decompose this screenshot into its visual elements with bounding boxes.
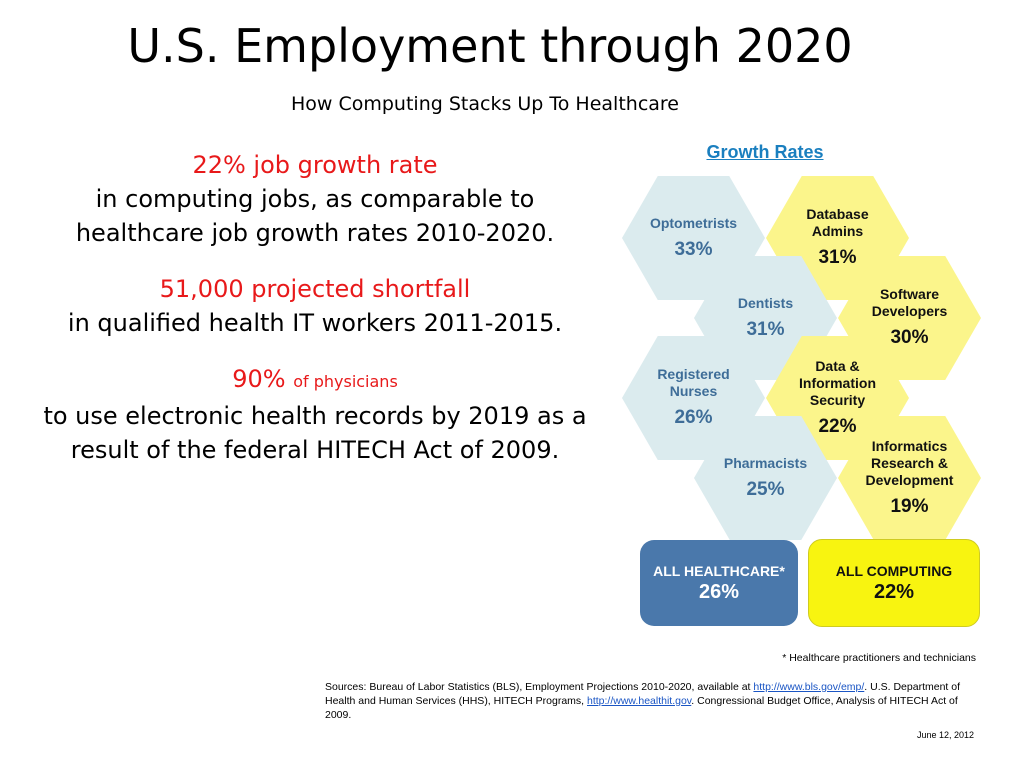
hex-label: Data & Information Security bbox=[799, 357, 876, 408]
total-value: 26% bbox=[698, 581, 740, 603]
hex-value: 31% bbox=[818, 247, 857, 268]
stat-highlight-small: of physicians bbox=[293, 372, 398, 391]
sources-text: . Congressional Budget Office, Analysis … bbox=[325, 695, 958, 721]
stat-physicians: 90% of physicians to use electronic heal… bbox=[40, 362, 590, 467]
hex-label: Optometrists bbox=[649, 214, 738, 231]
hex-value: 31% bbox=[746, 318, 785, 340]
hex-value: 26% bbox=[674, 407, 713, 428]
sources: Sources: Bureau of Labor Statistics (BLS… bbox=[325, 680, 975, 722]
hex-value: 30% bbox=[890, 327, 929, 348]
stat-job-growth: 22% job growth rate in computing jobs, a… bbox=[40, 148, 590, 250]
total-label: ALL COMPUTING bbox=[835, 563, 953, 579]
total-value: 22% bbox=[873, 581, 915, 603]
stat-highlight: 22% job growth rate bbox=[192, 151, 438, 179]
hex-value: 22% bbox=[818, 415, 857, 437]
hex-label: Software Developers bbox=[871, 286, 948, 319]
hex-label: Informatics Research & Development bbox=[865, 437, 954, 488]
stat-text: in computing jobs, as comparable to heal… bbox=[75, 185, 555, 247]
stat-text: to use electronic health records by 2019… bbox=[43, 402, 587, 464]
slide-subtitle: How Computing Stacks Up To Healthcare bbox=[290, 93, 679, 115]
sources-text: Sources: Bureau of Labor Statistics (BLS… bbox=[325, 681, 754, 693]
growth-rates-heading: Growth Rates bbox=[706, 142, 824, 162]
stat-highlight-line: 90% of physicians bbox=[40, 362, 590, 399]
stat-text: in qualified health IT workers 2011-2015… bbox=[67, 309, 563, 337]
stat-highlight: 51,000 projected shortfall bbox=[159, 275, 471, 303]
total-all-healthcare: ALL HEALTHCARE* 26% bbox=[640, 540, 798, 626]
stat-shortfall: 51,000 projected shortfall in qualified … bbox=[40, 272, 590, 340]
sources-text: . U.S. Department of Health and Human Se… bbox=[325, 681, 961, 707]
hex-label: Database Admins bbox=[806, 206, 869, 239]
healthit-link[interactable]: http://www.healthit.gov bbox=[587, 695, 692, 707]
hex-label: Pharmacists bbox=[723, 454, 808, 471]
hex-value: 25% bbox=[746, 478, 785, 500]
hex-value: 19% bbox=[890, 495, 929, 517]
hex-label: Registered Nurses bbox=[657, 366, 730, 399]
slide-date: June 12, 2012 bbox=[916, 730, 974, 740]
key-facts: 22% job growth rate in computing jobs, a… bbox=[40, 148, 590, 489]
total-all-computing: ALL COMPUTING 22% bbox=[808, 539, 980, 627]
bls-link[interactable]: http://www.bls.gov/emp/ bbox=[753, 681, 865, 693]
stat-highlight: 90% bbox=[232, 365, 286, 393]
slide-title: U.S. Employment through 2020 bbox=[127, 19, 853, 73]
hex-value: 33% bbox=[674, 238, 713, 260]
footnote: * Healthcare practitioners and technicia… bbox=[782, 652, 976, 664]
hex-label: Dentists bbox=[737, 294, 794, 311]
total-label: ALL HEALTHCARE* bbox=[653, 563, 785, 579]
